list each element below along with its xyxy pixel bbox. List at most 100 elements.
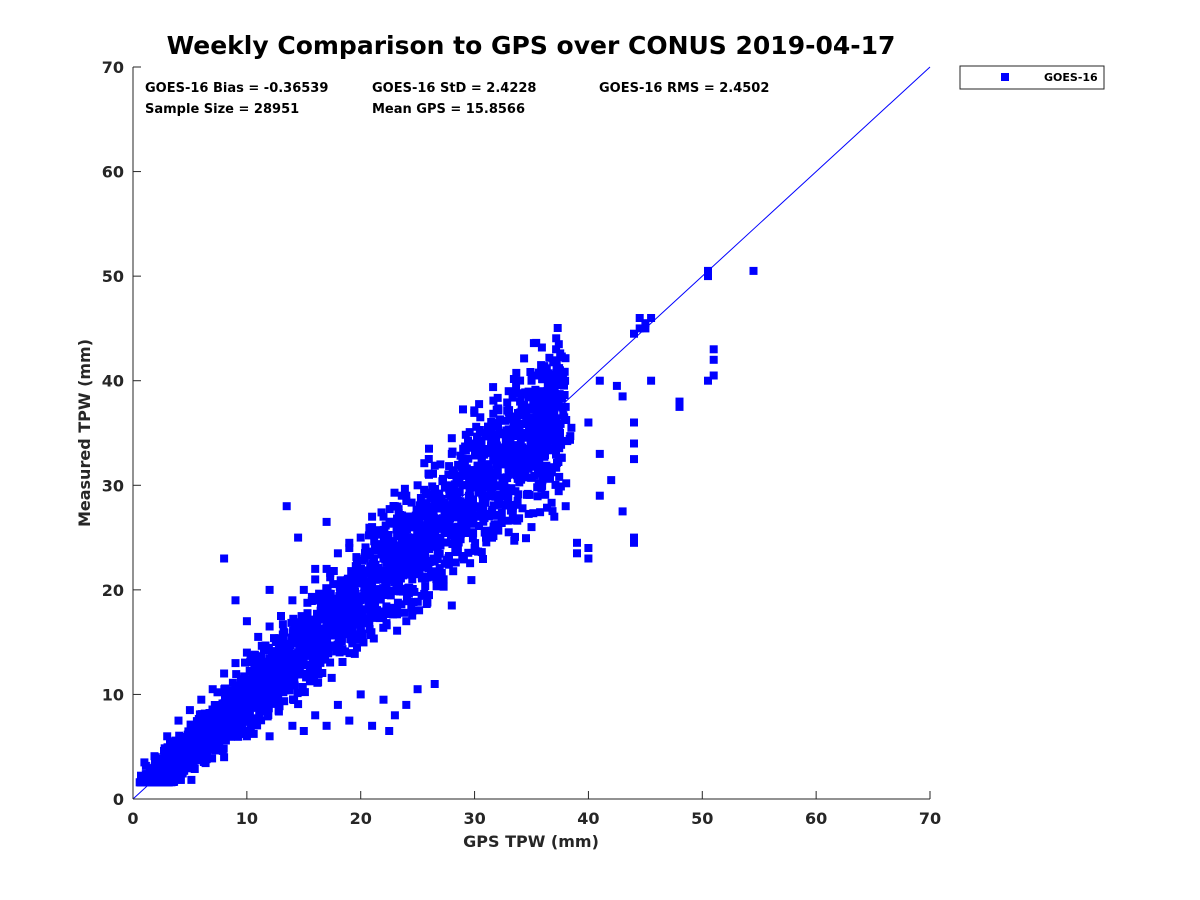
y-tick-label: 10 <box>102 685 124 704</box>
data-point <box>390 544 399 552</box>
std-annotation: GOES-16 StD = 2.4228 <box>372 81 536 96</box>
data-point <box>509 388 518 397</box>
data-point <box>275 702 284 711</box>
data-point <box>407 498 416 507</box>
data-point <box>448 540 457 548</box>
data-point <box>550 431 559 440</box>
data-point <box>505 456 514 465</box>
data-point <box>220 554 229 563</box>
data-point <box>379 575 388 584</box>
data-point <box>383 539 392 548</box>
data-point <box>497 500 506 509</box>
data-point <box>184 764 193 773</box>
data-point <box>237 700 246 709</box>
data-point <box>413 597 422 606</box>
data-point <box>250 650 259 659</box>
data-point <box>270 634 278 643</box>
data-point <box>532 338 541 347</box>
data-point <box>541 490 550 499</box>
data-point <box>253 656 262 665</box>
data-point <box>155 759 164 768</box>
data-point <box>236 686 245 694</box>
data-point <box>529 447 538 456</box>
data-point <box>402 554 411 563</box>
data-point <box>426 572 435 581</box>
data-point <box>209 719 218 728</box>
data-point <box>385 564 394 573</box>
data-point <box>185 732 194 741</box>
data-point <box>538 444 547 453</box>
data-point <box>560 391 569 399</box>
data-point <box>237 725 246 734</box>
data-point <box>552 334 561 343</box>
data-point <box>192 756 201 765</box>
data-point <box>190 764 199 773</box>
x-tick-label: 60 <box>805 809 827 828</box>
data-point <box>567 423 576 432</box>
data-point <box>508 393 517 402</box>
data-point <box>635 314 644 322</box>
data-point <box>391 607 400 616</box>
data-point <box>363 566 372 575</box>
data-point <box>208 732 217 741</box>
data-point <box>332 628 341 636</box>
data-point <box>453 523 462 532</box>
data-point <box>344 612 353 621</box>
data-point <box>527 455 536 464</box>
data-point <box>503 398 512 407</box>
data-point <box>458 517 467 526</box>
data-point <box>612 381 621 390</box>
data-point <box>362 585 371 594</box>
data-point <box>511 500 520 509</box>
data-point <box>322 564 331 573</box>
data-point <box>235 730 244 738</box>
data-point <box>430 461 439 470</box>
data-point <box>476 481 485 490</box>
data-point <box>290 681 299 690</box>
data-point <box>406 567 415 576</box>
data-point <box>386 591 395 600</box>
data-point <box>470 439 479 448</box>
data-point <box>416 494 425 502</box>
data-point <box>553 458 561 467</box>
data-point <box>437 575 446 584</box>
data-point <box>356 575 365 584</box>
data-point <box>487 470 496 479</box>
data-point <box>402 597 411 606</box>
data-point <box>562 416 571 424</box>
data-point <box>151 753 160 762</box>
data-point <box>458 499 467 507</box>
data-point <box>249 729 258 738</box>
data-point <box>368 721 377 730</box>
data-point <box>345 544 354 552</box>
data-point <box>490 510 499 519</box>
data-point <box>294 700 303 709</box>
data-point <box>442 512 451 521</box>
data-point <box>490 491 499 500</box>
data-points <box>135 266 758 787</box>
data-point <box>464 548 473 557</box>
data-point <box>459 555 468 564</box>
data-point <box>533 492 542 501</box>
one-to-one-line <box>132 66 931 800</box>
data-point <box>436 533 445 542</box>
data-point <box>436 502 445 511</box>
data-point <box>368 564 377 573</box>
data-point <box>533 439 542 448</box>
data-point <box>322 606 331 615</box>
data-point <box>547 394 556 403</box>
data-point <box>264 711 273 719</box>
data-point <box>618 507 627 516</box>
data-point <box>489 456 498 465</box>
data-point <box>371 560 380 569</box>
data-point <box>390 488 399 497</box>
data-point <box>390 564 399 573</box>
data-point <box>515 448 524 457</box>
data-point <box>279 688 288 697</box>
data-point <box>522 534 530 543</box>
data-point <box>429 502 438 511</box>
data-point <box>404 560 413 569</box>
data-point <box>400 608 409 617</box>
data-point <box>348 639 357 648</box>
data-point <box>516 435 525 444</box>
